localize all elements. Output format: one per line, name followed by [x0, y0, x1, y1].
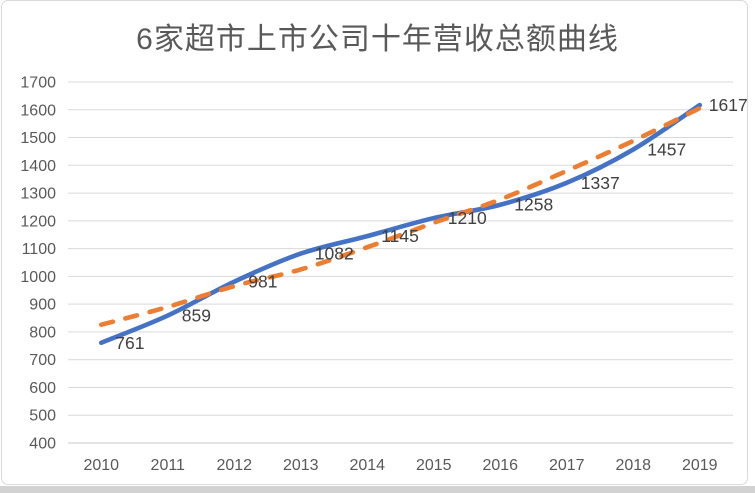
data-label: 1082 [315, 244, 354, 264]
y-tick-label: 1500 [20, 130, 56, 147]
series-line-trendline [98, 105, 703, 327]
y-tick-label: 400 [29, 436, 56, 453]
x-axis-label: 2010 [83, 457, 119, 474]
y-tick-label: 800 [29, 324, 56, 341]
data-label: 1258 [514, 195, 553, 215]
y-tick-label: 1700 [20, 75, 56, 92]
y-tick-label: 500 [29, 408, 56, 425]
y-tick-label: 1600 [20, 102, 56, 119]
data-label: 1457 [647, 139, 686, 159]
data-label: 1210 [448, 208, 487, 228]
y-tick-label: 1200 [20, 213, 56, 230]
data-label: 1617 [709, 95, 748, 115]
y-tick-label: 700 [29, 352, 56, 369]
x-axis-label: 2015 [416, 457, 452, 474]
data-label: 761 [115, 333, 144, 353]
x-axis-label: 2014 [349, 457, 385, 474]
y-tick-label: 1000 [20, 269, 56, 286]
y-tick-label: 1400 [20, 158, 56, 175]
x-axis-label: 2011 [151, 457, 186, 474]
y-tick-label: 1100 [22, 241, 57, 258]
x-axis-label: 2017 [549, 457, 585, 474]
y-tick-label: 600 [29, 380, 56, 397]
data-label: 1337 [581, 173, 620, 193]
chart-title: 6家超市上市公司十年营收总额曲线 [136, 23, 619, 56]
x-axis-label: 2018 [615, 457, 651, 474]
x-axis-label: 2012 [216, 457, 252, 474]
data-label: 981 [248, 272, 277, 292]
bottom-edge-strip [0, 486, 755, 493]
data-label: 859 [182, 306, 211, 326]
y-tick-label: 1300 [20, 186, 56, 203]
x-axis-label: 2016 [482, 457, 518, 474]
y-tick-label: 900 [29, 297, 56, 314]
x-axis-label: 2013 [283, 457, 319, 474]
data-label: 1145 [381, 226, 419, 246]
x-axis-label: 2019 [682, 457, 718, 474]
